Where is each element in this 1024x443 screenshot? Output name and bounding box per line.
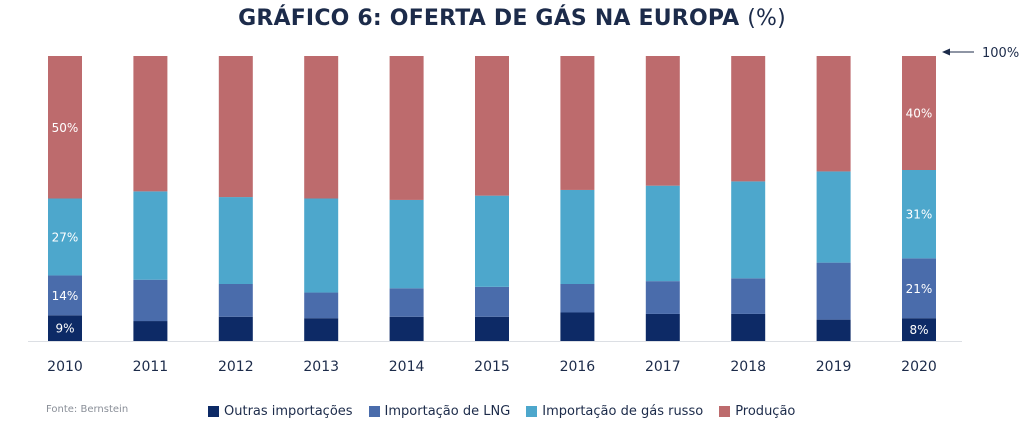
x-tick-label-2012: 2012 [218, 359, 254, 375]
bar-segment-2019-1 [816, 319, 851, 341]
x-tick-label-2017: 2017 [645, 359, 681, 375]
reference-marker: 100% [942, 46, 1019, 61]
data-label-2020-1: 8% [909, 323, 928, 337]
bar-segment-2014-2 [389, 288, 424, 317]
bar-segment-2016-1 [560, 312, 595, 341]
bar-segment-2017-1 [645, 313, 680, 341]
x-tick-label-2019: 2019 [816, 359, 852, 375]
legend-label: Importação de gás russo [542, 404, 704, 419]
bar-segment-2019-2 [816, 262, 851, 320]
bar-segment-2015-4 [475, 56, 509, 196]
x-tick-labels-group: 2010 2011 2012 2013 2014 2015 2016 2017 2018 2019… [47, 359, 937, 375]
bar-segment-2018-4 [731, 56, 766, 182]
data-label-2020-3: 31% [906, 208, 933, 222]
chart-title: GRÁFICO 6: OFERTA DE GÁS NA EUROPA (%) [0, 6, 1024, 31]
reference-label: 100% [982, 46, 1019, 61]
x-tick-label-2010: 2010 [47, 359, 83, 375]
legend-swatch-icon [719, 406, 731, 417]
bar-segment-2020-1 [902, 318, 936, 341]
data-label-2010-4: 50% [52, 121, 79, 135]
bar-segment-2020-4 [902, 56, 936, 170]
chart-title-unit: (%) [747, 6, 786, 31]
chart-legend: Outras importações Importação de LNG Impor… [208, 404, 811, 419]
bar-segment-2017-4 [645, 56, 680, 186]
bar-segment-2013-3 [304, 198, 339, 293]
legend-item-1: Outras importações [208, 404, 353, 419]
legend-swatch-icon [208, 406, 219, 417]
x-tick-label-2016: 2016 [560, 359, 596, 375]
legend-item-4: Produção [719, 404, 795, 419]
legend-label: Produção [735, 404, 796, 419]
data-label-2010-2: 14% [52, 289, 79, 303]
bar-segment-2014-1 [389, 316, 424, 341]
x-tick-label-2018: 2018 [730, 359, 766, 375]
bar-segment-2018-1 [731, 313, 766, 341]
chart-title-text: GRÁFICO 6: OFERTA DE GÁS NA EUROPA [238, 6, 740, 31]
bar-segment-2019-3 [816, 171, 851, 263]
bar-segment-2018-2 [731, 278, 766, 314]
legend-item-3: Importação de gás russo [526, 404, 703, 419]
bar-segment-2011-2 [133, 279, 168, 322]
data-label-2020-2: 21% [906, 282, 933, 296]
bar-segment-2018-3 [731, 181, 766, 279]
x-tick-label-2014: 2014 [389, 359, 425, 375]
bar-segment-2010-2 [48, 275, 82, 316]
bar-segment-2013-2 [304, 292, 339, 319]
x-tick-label-2015: 2015 [474, 359, 510, 375]
bar-segment-2017-3 [645, 185, 680, 282]
x-tick-label-2020: 2020 [901, 359, 937, 375]
bar-segment-2013-4 [304, 56, 339, 199]
bar-segment-2014-3 [389, 199, 424, 289]
legend-item-2: Importação de LNG [368, 404, 511, 419]
bar-segment-2020-2 [902, 258, 936, 319]
reference-arrow-icon [942, 48, 950, 56]
bar-segment-2010-3 [48, 198, 82, 276]
bar-segment-2017-2 [645, 281, 680, 314]
x-tick-label-2013: 2013 [303, 359, 339, 375]
bar-segment-2011-1 [133, 321, 168, 341]
bar-segment-2015-3 [475, 195, 509, 287]
source-note: Fonte: Bernstein [46, 404, 129, 415]
bar-segment-2020-3 [902, 170, 936, 259]
bar-segment-2011-4 [133, 56, 168, 192]
legend-label: Outras importações [224, 404, 353, 419]
bar-segment-2010-1 [48, 315, 82, 341]
bar-segment-2016-4 [560, 56, 595, 190]
bar-segment-2013-1 [304, 318, 339, 341]
bar-segment-2012-1 [218, 316, 253, 341]
data-label-2010-3: 27% [52, 230, 79, 244]
legend-swatch-icon [368, 406, 380, 417]
bar-segment-2016-3 [560, 189, 595, 284]
data-label-2020-4: 40% [906, 107, 933, 121]
legend-swatch-icon [526, 406, 538, 417]
bar-segment-2015-1 [475, 316, 509, 341]
bar-segment-2011-3 [133, 191, 168, 280]
legend-label: Importação de LNG [384, 404, 511, 419]
bar-segment-2014-4 [389, 56, 424, 200]
bar-segment-2012-3 [218, 197, 253, 284]
x-tick-label-2011: 2011 [133, 359, 169, 375]
bar-segment-2012-4 [218, 56, 253, 198]
bars-group [48, 56, 936, 341]
bar-segment-2019-4 [816, 56, 851, 172]
bar-segment-2015-2 [475, 286, 509, 317]
bar-segment-2012-2 [218, 284, 253, 317]
bar-segment-2010-4 [48, 56, 82, 199]
data-label-2010-1: 9% [55, 322, 74, 336]
bar-segment-2016-2 [560, 284, 595, 313]
data-labels-group: 9% 14% 27% 50% 8% 21% 31% 40% [52, 107, 933, 338]
